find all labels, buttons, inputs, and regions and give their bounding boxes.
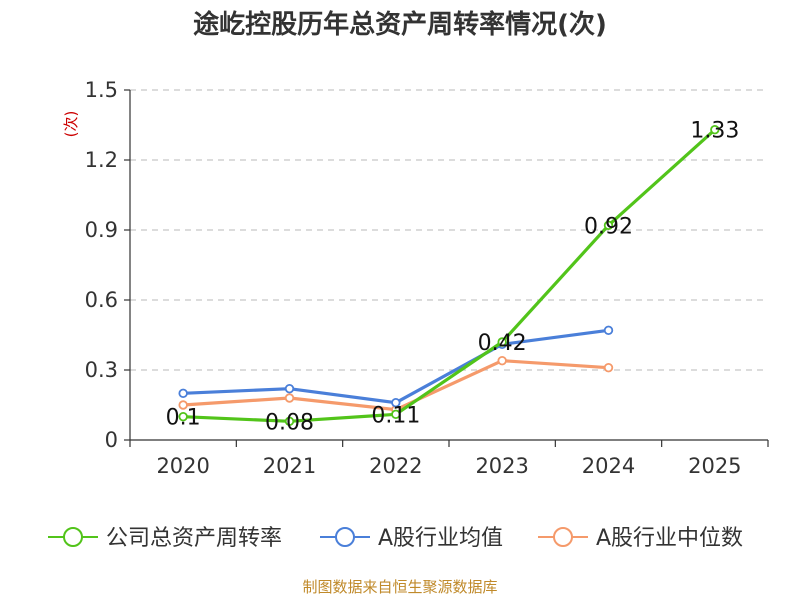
data-point xyxy=(391,397,401,408)
legend-label: 公司总资产周转率 xyxy=(106,526,282,551)
data-point xyxy=(178,411,188,422)
data-point xyxy=(284,416,295,427)
y-tick-label: 0.9 xyxy=(85,218,118,242)
x-tick-label: 2022 xyxy=(369,454,422,478)
y-tick-label: 0.3 xyxy=(85,358,118,382)
data-label: 0.11 xyxy=(371,403,420,428)
data-point xyxy=(391,409,401,420)
data-point xyxy=(284,383,295,394)
data-label: 0.92 xyxy=(584,214,633,239)
legend: 公司总资产周转率 A股行业均值 A股行业中位数 xyxy=(48,526,743,551)
source-footer: 制图数据来自恒生聚源数据库 xyxy=(302,578,498,596)
data-point xyxy=(603,362,614,373)
series-layer xyxy=(178,124,720,427)
chart-title: 途屹控股历年总资产周转率情况(次) xyxy=(193,10,607,40)
y-axis-label: (次) xyxy=(62,111,80,138)
y-tick-label: 0.6 xyxy=(85,288,118,312)
legend-marker xyxy=(553,527,573,547)
legend-label: A股行业中位数 xyxy=(596,526,743,551)
data-label: 0.42 xyxy=(478,331,527,356)
data-point xyxy=(178,388,188,399)
series-line xyxy=(183,328,609,405)
data-label: 0.1 xyxy=(166,406,201,431)
axis-layer: 0 0.3 0.6 0.9 1.2 1.5 2020 2021 2022 2023 2024 2025 xyxy=(85,78,769,478)
data-point xyxy=(603,325,614,336)
x-tick-label: 2020 xyxy=(156,454,209,478)
data-point xyxy=(284,393,295,403)
x-tick-label: 2024 xyxy=(582,454,635,478)
data-point xyxy=(497,355,507,366)
x-tick-label: 2023 xyxy=(475,454,528,478)
x-tick-label: 2025 xyxy=(688,454,741,478)
legend-marker xyxy=(63,527,83,547)
data-point xyxy=(178,400,188,410)
data-point xyxy=(603,220,614,231)
y-tick-label: 1.2 xyxy=(85,148,118,172)
data-point xyxy=(710,124,720,135)
y-tick-label: 0 xyxy=(105,428,118,452)
grid-layer xyxy=(130,89,768,371)
series-line xyxy=(183,128,716,423)
x-tick-label: 2021 xyxy=(263,454,316,478)
data-label: 0.08 xyxy=(265,410,314,435)
data-point xyxy=(497,337,507,347)
y-tick-label: 1.5 xyxy=(85,78,118,102)
legend-marker xyxy=(335,527,355,547)
data-label-layer: 0.1 0.08 0.11 0.42 0.92 1.33 xyxy=(166,119,740,436)
data-label: 1.33 xyxy=(690,119,739,144)
legend-label: A股行业均值 xyxy=(378,526,503,551)
